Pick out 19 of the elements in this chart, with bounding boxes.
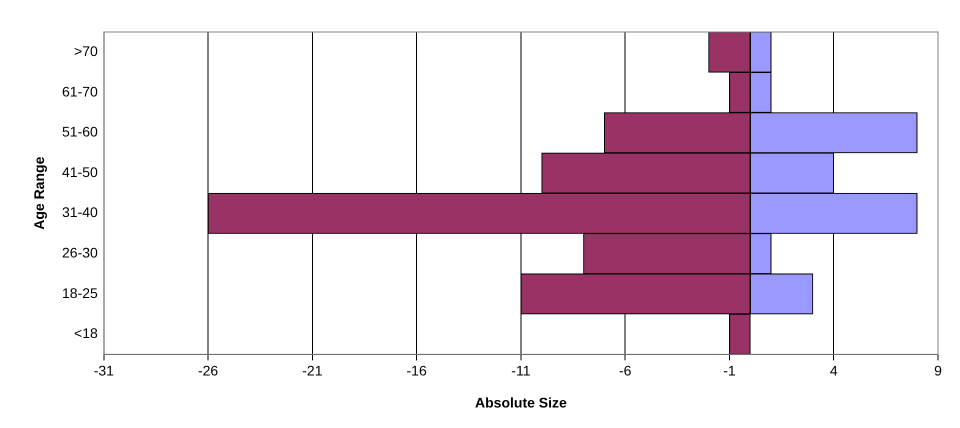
y-tick-label: 18-25 — [62, 284, 98, 301]
y-axis-title: Age Range — [30, 156, 47, 230]
y-tick-label: 51-60 — [62, 124, 98, 140]
x-tick-label: 4 — [830, 362, 838, 379]
x-tick-label: -31 — [94, 362, 114, 379]
y-tick-label: 41-50 — [62, 164, 98, 180]
y-tick-label: <18 — [74, 325, 98, 342]
x-tick-label: -6 — [618, 362, 632, 379]
x-tick-label: 9 — [934, 362, 942, 379]
y-tick-label: 26-30 — [62, 244, 98, 261]
y-tick-label: 31-40 — [62, 204, 98, 220]
x-tick-label: -11 — [511, 362, 531, 379]
x-tick-label: -26 — [198, 362, 218, 379]
y-tick-label: >70 — [74, 43, 98, 60]
x-tick-label: -16 — [406, 362, 427, 379]
y-tick-label: 61-70 — [62, 83, 98, 100]
x-axis-title: Absolute Size — [475, 394, 568, 410]
x-tick-label: -1 — [723, 362, 736, 379]
x-tick-label: -21 — [302, 362, 323, 379]
